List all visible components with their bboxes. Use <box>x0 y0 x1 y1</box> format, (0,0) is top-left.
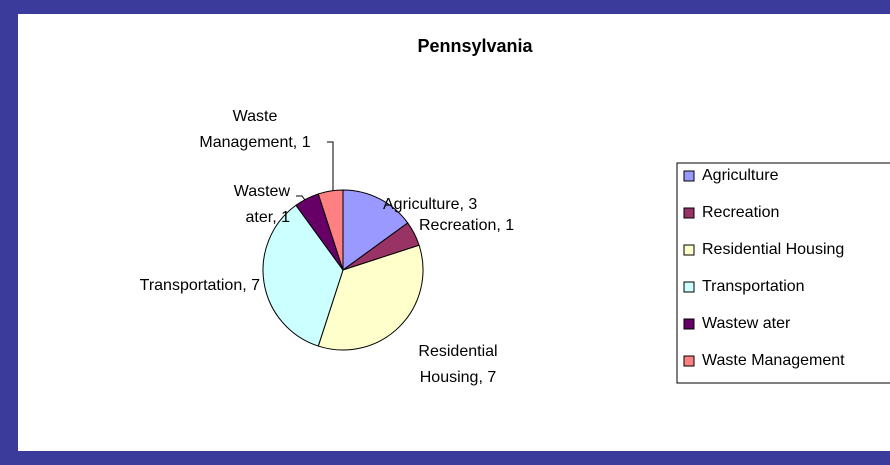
legend-swatch <box>683 318 695 330</box>
legend-label: Wastew ater <box>702 315 791 332</box>
legend-label: Waste Management <box>702 352 845 369</box>
data-label: Residential Housing, 7 <box>418 343 497 386</box>
legend-swatch <box>683 207 695 219</box>
pie-slice <box>317 244 424 351</box>
legend-swatch <box>683 281 695 293</box>
data-label: Recreation, 1 <box>419 217 514 234</box>
pie-slice <box>342 189 409 271</box>
legend-swatch <box>683 244 695 256</box>
legend-label: Residential Housing <box>702 241 844 258</box>
legend-swatch <box>683 355 695 367</box>
chart-title: Pennsylvania <box>417 36 533 56</box>
legend-swatch <box>683 170 695 182</box>
legend <box>676 162 890 384</box>
legend-label: Recreation <box>702 204 779 221</box>
data-label: Wastew ater, 1 <box>234 183 291 226</box>
pie-slice <box>317 189 344 271</box>
leader-line <box>327 141 334 193</box>
leader-line <box>296 195 306 201</box>
data-label: Waste Management, 1 <box>199 108 310 151</box>
legend-label: Agriculture <box>702 167 779 184</box>
data-label: Agriculture, 3 <box>383 196 477 213</box>
legend-label: Transportation <box>702 278 805 295</box>
pie-slice <box>262 204 344 347</box>
data-label: Transportation, 7 <box>140 277 260 294</box>
